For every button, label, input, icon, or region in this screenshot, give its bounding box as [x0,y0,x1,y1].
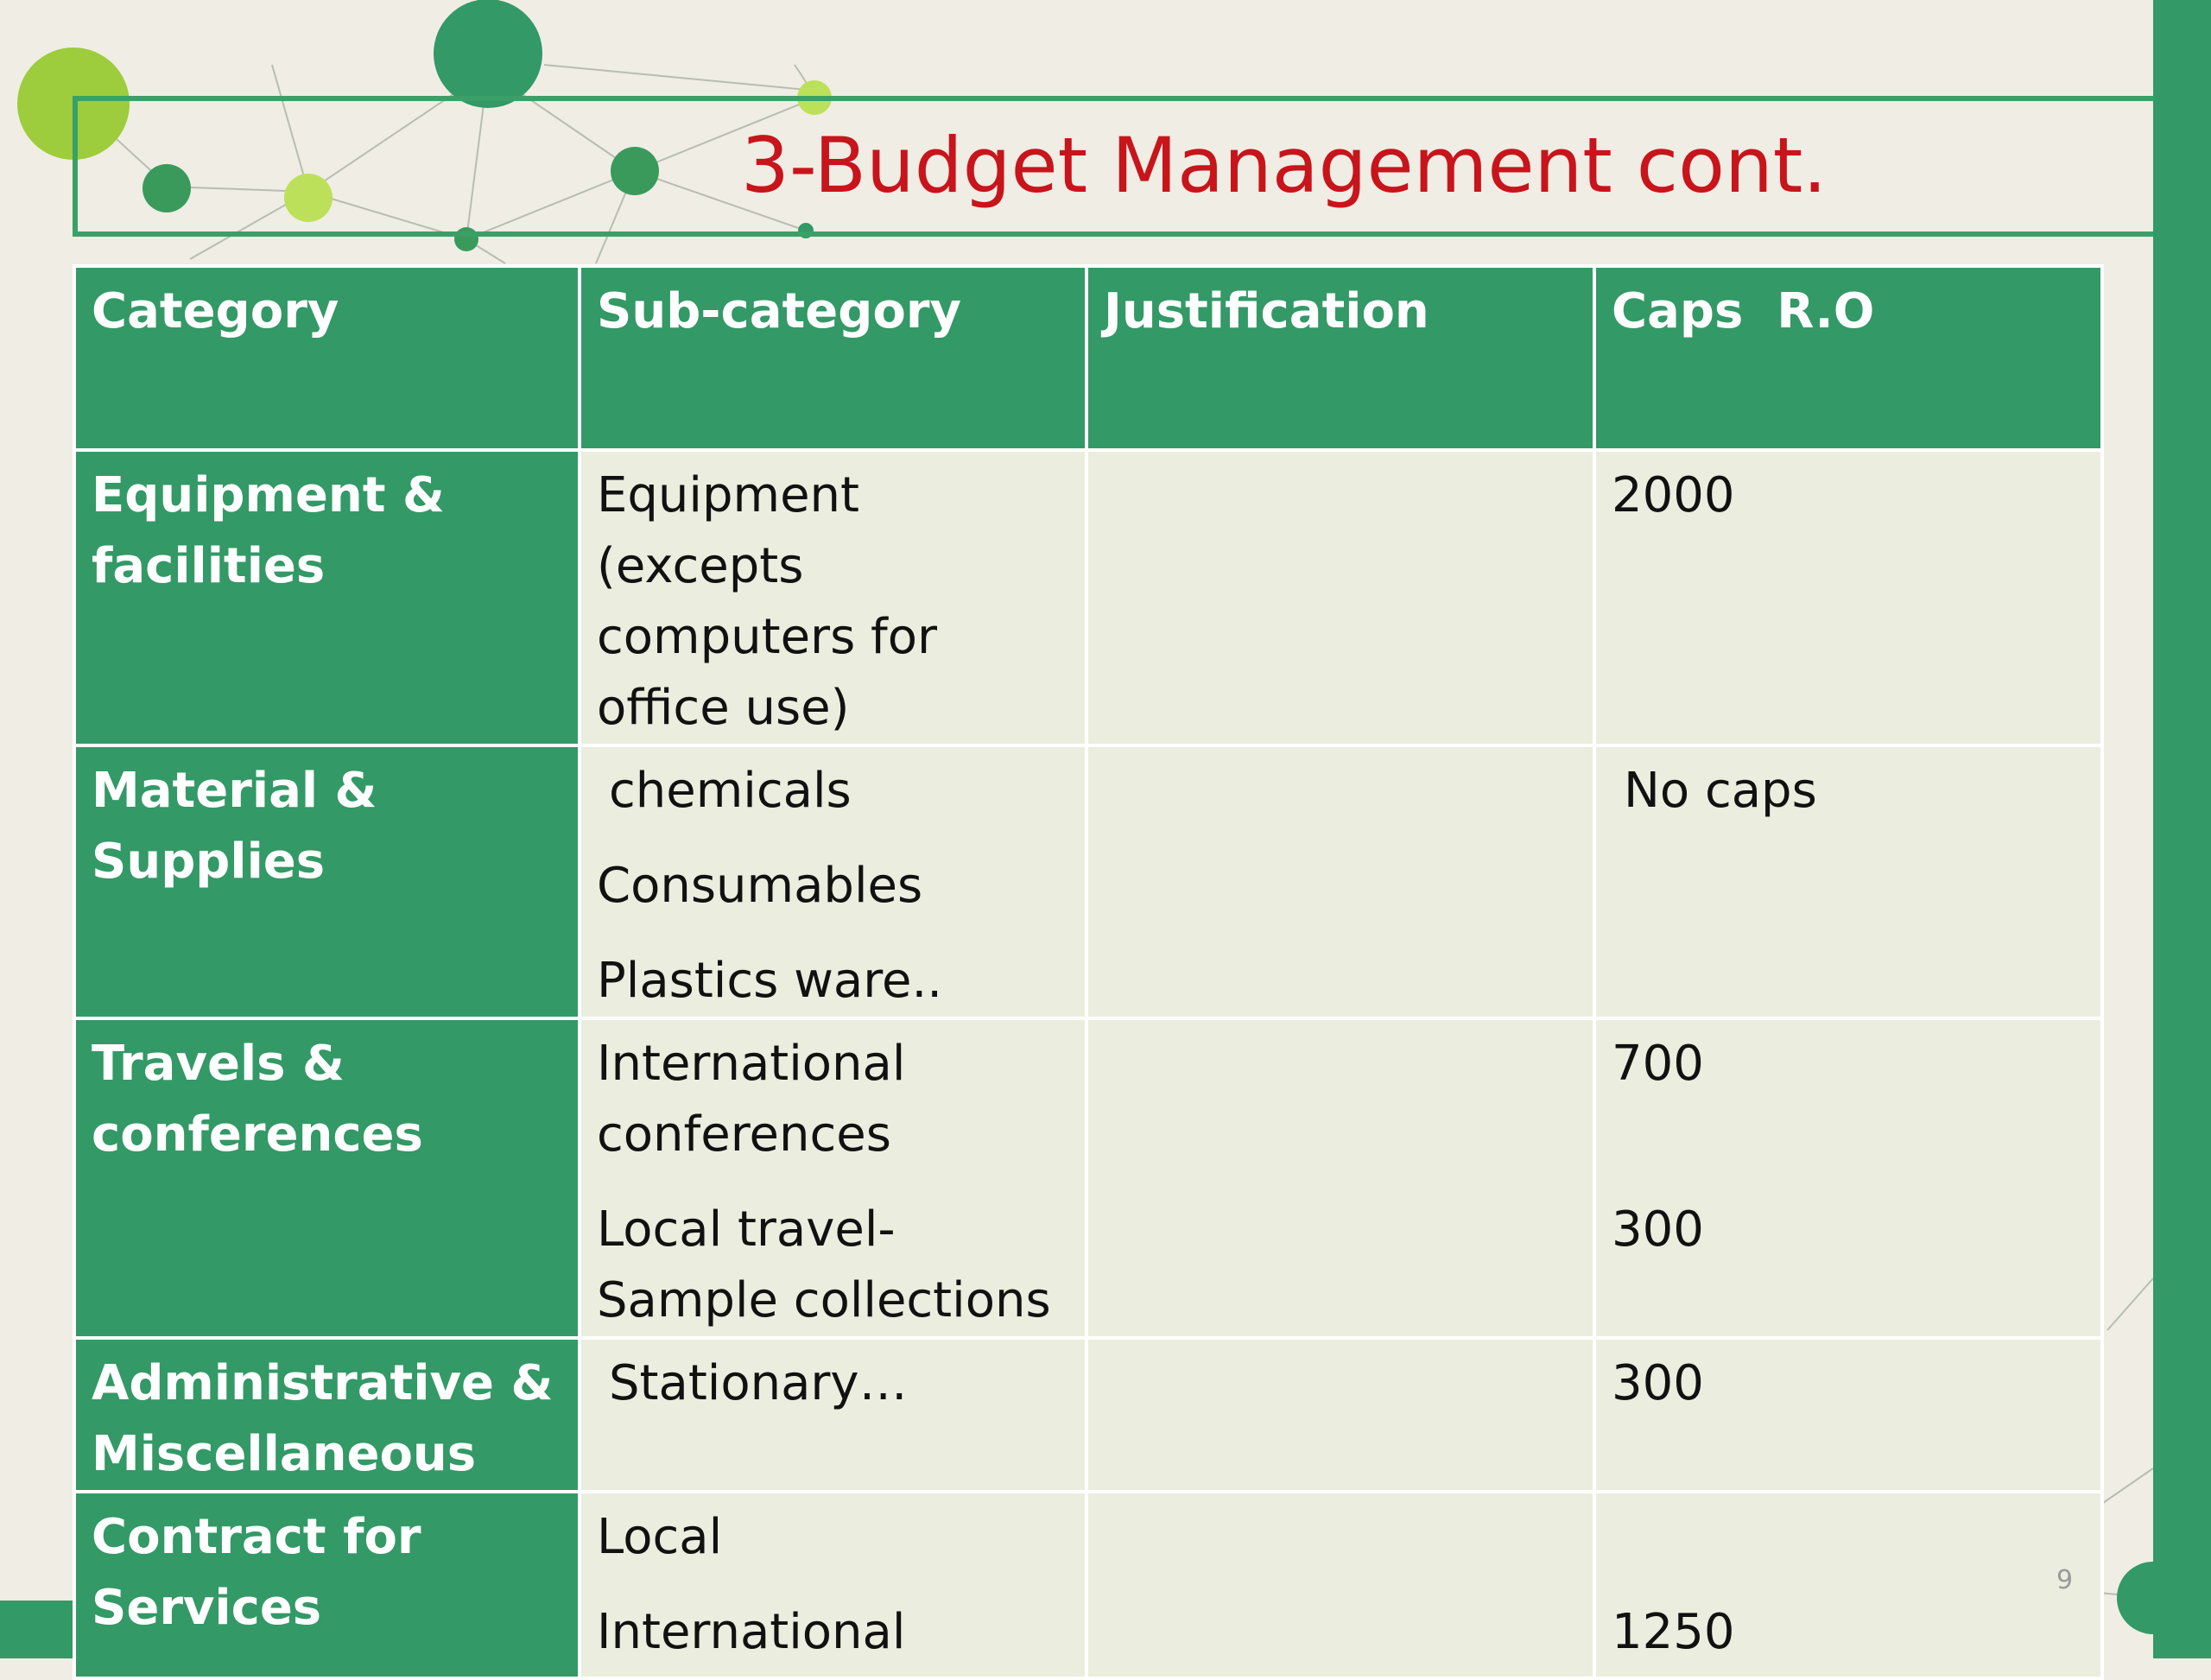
subcategory-cell: Local International [578,1490,1088,1680]
caps-cell: 300 [1593,1336,2104,1493]
justification-cell [1085,744,1596,1020]
header-justification: Justification [1085,264,1596,452]
table-header-row: Category Sub-category Justification Caps… [73,264,2104,452]
table-row: Material & Supplies chemicals Consumable… [73,744,2104,1020]
subcategory-cell: Equipment (excepts computers for office … [578,448,1088,747]
table-row: Administrative & Miscellaneous Stationar… [73,1336,2104,1493]
table-row: Contract for Services Local Internationa… [73,1490,2104,1680]
page-number: 9 [2056,1565,2074,1595]
caps-cell: 1250 [1593,1490,2104,1680]
title-frame [73,96,2153,237]
category-cell: Material & Supplies [73,744,581,1020]
subcategory-item: International conferences [597,1036,906,1163]
table-row: Travels & conferences International conf… [73,1017,2104,1340]
justification-cell [1085,1336,1596,1493]
header-caps: Caps R.O [1593,264,2104,452]
justification-cell [1085,1490,1596,1680]
subcategory-item: Local travel-Sample collections [597,1201,1051,1328]
right-accent-bar [2153,0,2211,1658]
caps-cell: No caps [1593,744,2104,1020]
subcategory-item: chemicals [609,763,852,819]
category-cell: Equipment & facilities [73,448,581,747]
subcategory-item: Local [597,1509,723,1565]
subcategory-item: Plastics ware.. [597,953,943,1009]
header-category: Category [73,264,581,452]
category-cell: Contract for Services [73,1490,581,1680]
subcategory-cell: International conferences Local travel-S… [578,1017,1088,1340]
caps-value: 300 [1612,1355,1704,1411]
subcategory-cell: chemicals Consumables Plastics ware.. [578,744,1088,1020]
caps-value: 700 [1612,1036,1704,1092]
justification-cell [1085,448,1596,747]
subcategory-item: Equipment (excepts computers for office … [597,467,938,736]
subcategory-item: Consumables [597,858,923,914]
caps-value: 1250 [1612,1604,1735,1660]
subcategory-item: Stationary… [609,1355,908,1411]
caps-value: 2000 [1612,467,1735,523]
table-row: Equipment & facilities Equipment (except… [73,448,2104,747]
caps-cell: 700 300 [1593,1017,2104,1340]
caps-value: No caps [1624,763,1817,819]
caps-cell: 2000 [1593,448,2104,747]
caps-value: 300 [1612,1201,1704,1258]
budget-table: Category Sub-category Justification Caps… [73,264,2104,1680]
slide-title: 3-Budget Management cont. [741,121,1828,210]
category-cell: Travels & conferences [73,1017,581,1340]
category-cell: Administrative & Miscellaneous [73,1336,581,1493]
justification-cell [1085,1017,1596,1340]
subcategory-item: International [597,1604,906,1660]
subcategory-cell: Stationary… [578,1336,1088,1493]
header-sub-category: Sub-category [578,264,1088,452]
